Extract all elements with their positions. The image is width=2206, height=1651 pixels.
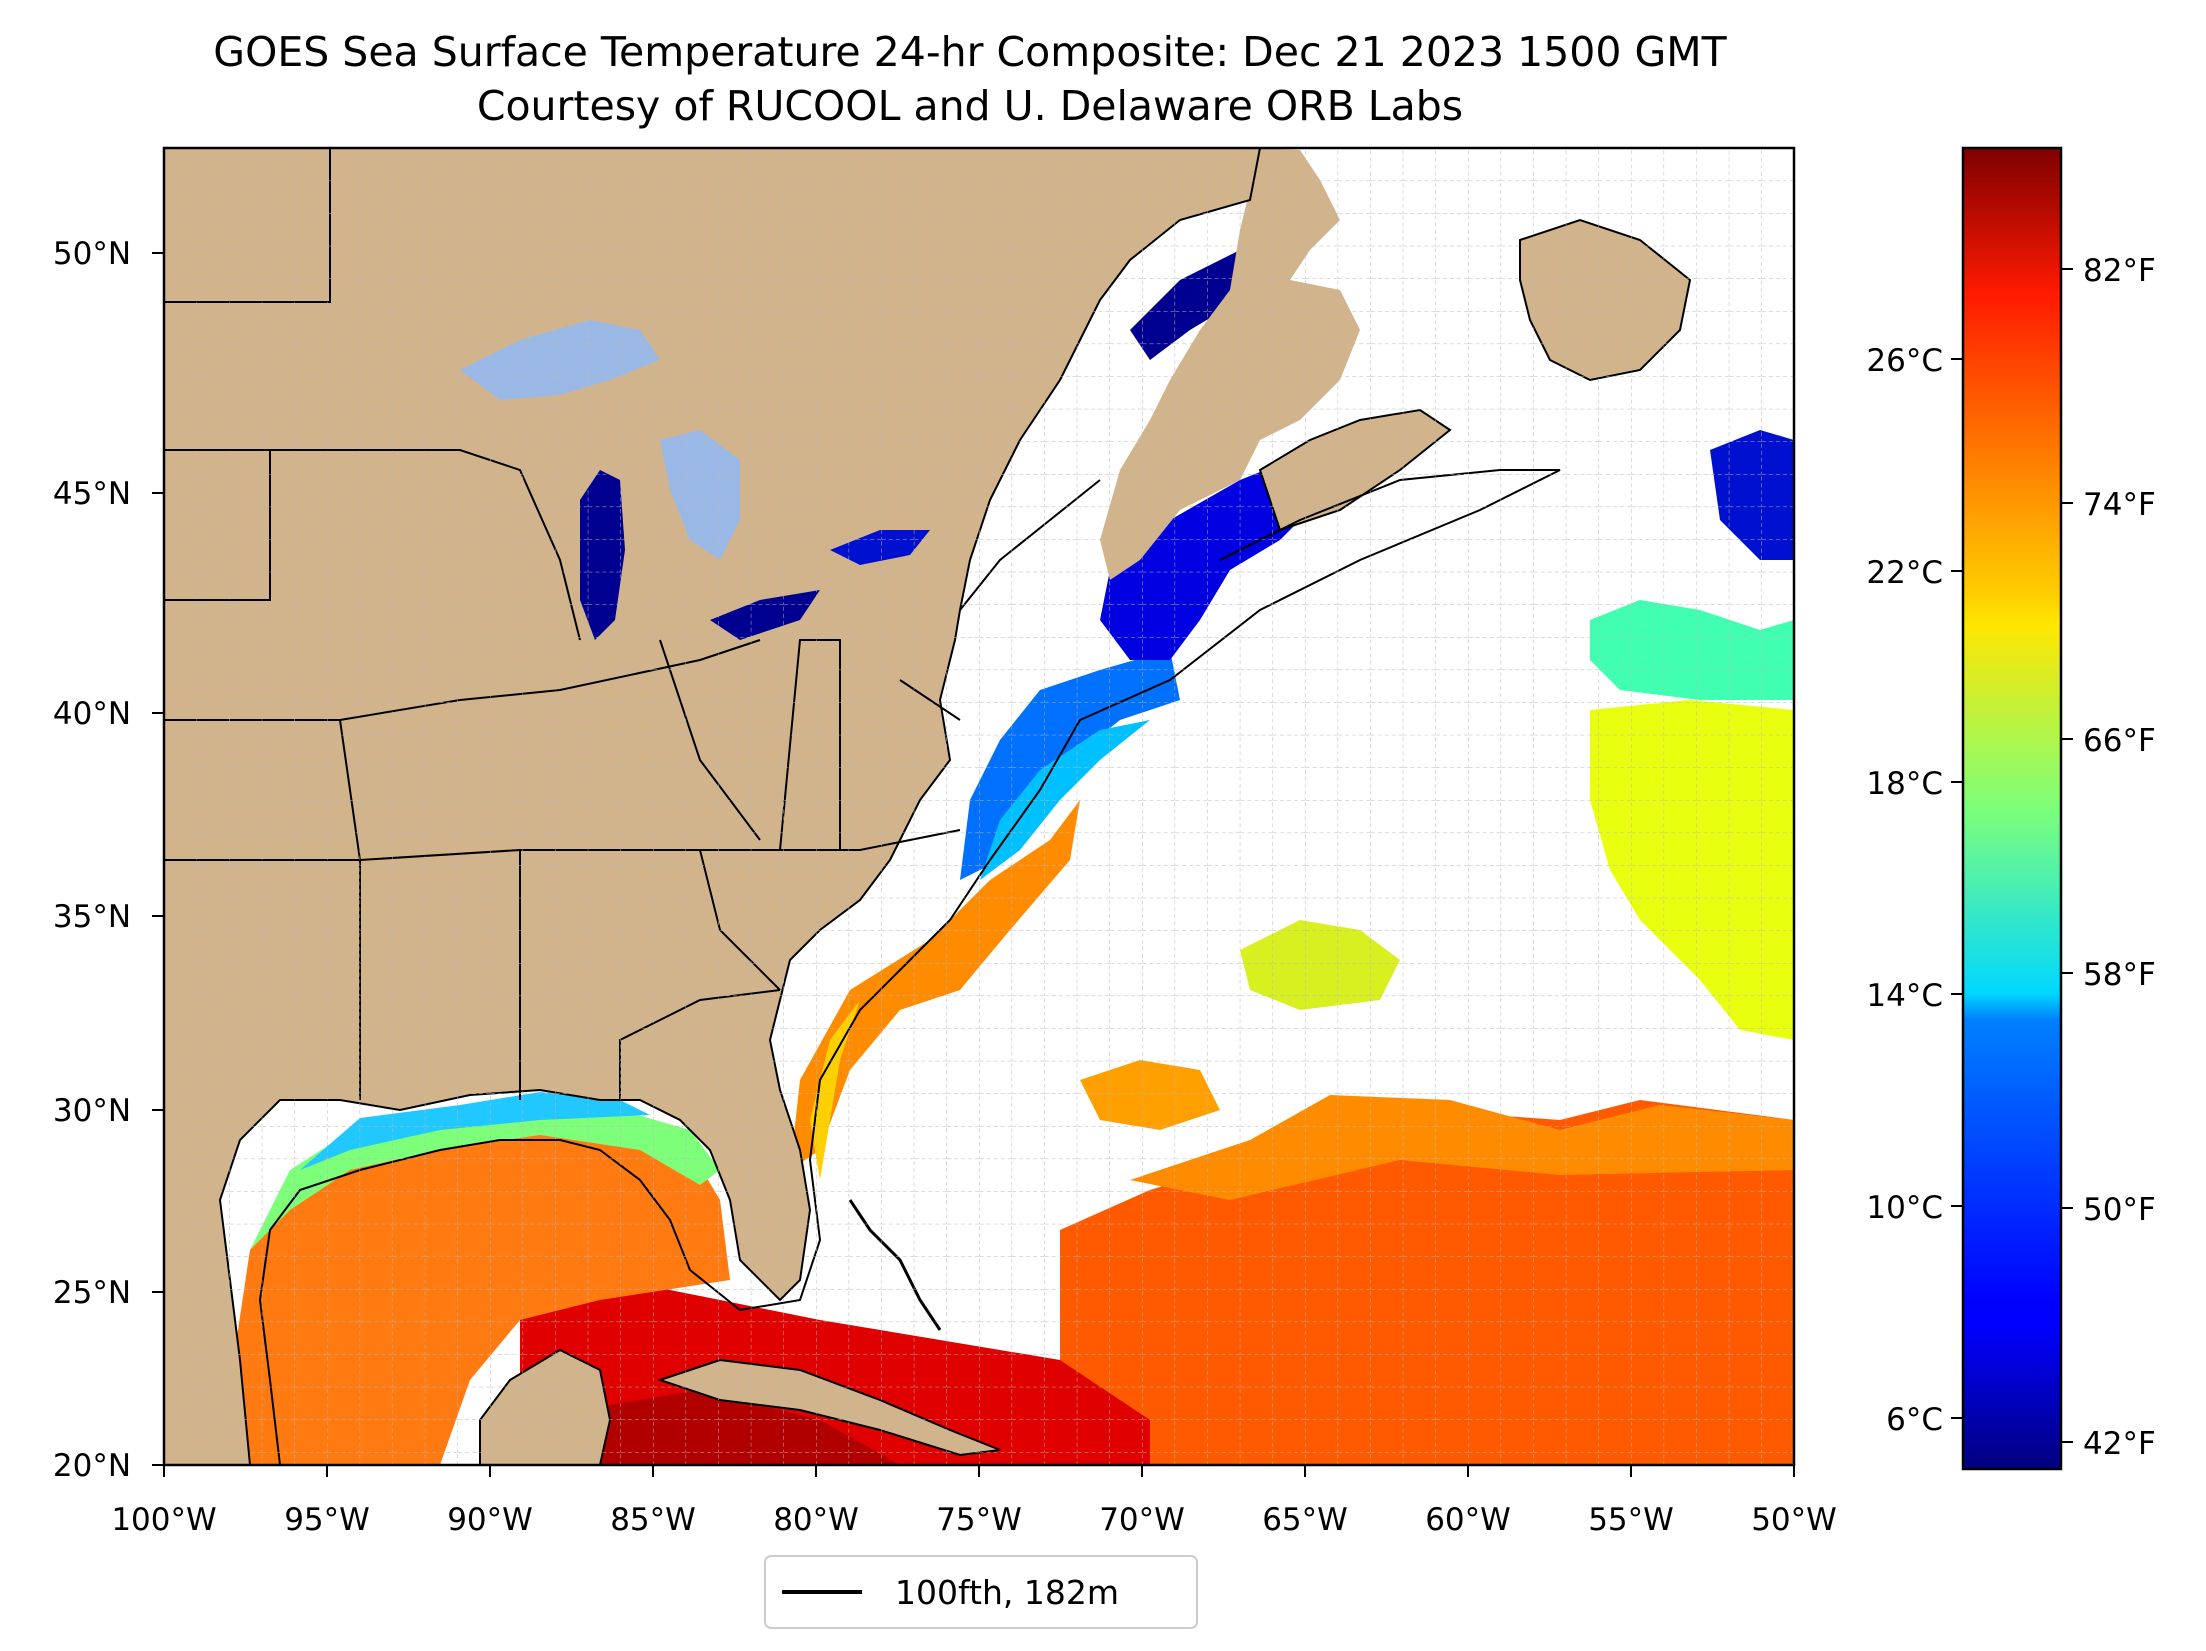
lon-tick-label: 70°W [1099,1502,1185,1538]
lon-tick: 75°W [936,1465,1022,1538]
lon-ticks: 100°W 95°W 90°W 85°W 80°W 75°W 70°W 65°W… [111,1465,1837,1538]
map-graticule [164,148,1794,1465]
celsius-tick: 22°C [1866,555,1963,591]
legend-label: 100fth, 182m [895,1573,1119,1612]
celsius-tick: 14°C [1866,978,1963,1014]
lat-tick-label: 50°N [53,236,131,272]
lon-tick-label: 65°W [1262,1502,1348,1538]
celsius-tick-label: 10°C [1866,1190,1943,1226]
celsius-tick: 18°C [1866,766,1963,802]
lon-tick-label: 75°W [936,1502,1022,1538]
fahrenheit-tick: 42°F [2061,1426,2156,1462]
legend: 100fth, 182m [764,1555,1198,1629]
fahrenheit-tick-label: 42°F [2083,1426,2156,1462]
celsius-tick: 10°C [1866,1190,1963,1226]
lon-tick-label: 100°W [111,1502,216,1538]
fahrenheit-tick: 50°F [2061,1192,2156,1228]
lon-tick: 80°W [773,1465,859,1538]
lon-tick-label: 95°W [284,1502,370,1538]
fahrenheit-tick-label: 82°F [2083,253,2156,289]
fahrenheit-tick: 58°F [2061,957,2156,993]
lon-tick: 55°W [1588,1465,1674,1538]
map-panel [164,148,1794,1465]
celsius-tick-label: 26°C [1866,343,1943,379]
fahrenheit-tick-label: 50°F [2083,1192,2156,1228]
lon-tick: 100°W [111,1465,217,1538]
lon-tick: 50°W [1751,1465,1837,1538]
fahrenheit-tick: 82°F [2061,253,2156,289]
lat-tick-label: 40°N [53,696,131,732]
celsius-tick: 6°C [1886,1402,1963,1438]
lat-tick: 25°N [53,1275,164,1311]
lat-tick-label: 30°N [53,1093,131,1129]
legend-box [764,1555,1198,1629]
lat-tick-label: 35°N [53,899,131,935]
colorbar [1961,146,2063,1471]
fahrenheit-tick-label: 58°F [2083,957,2156,993]
celsius-ticks: 26°C 22°C 18°C 14°C 10°C 6°C [1866,343,1963,1438]
lat-tick: 30°N [53,1093,164,1129]
lon-tick-label: 50°W [1751,1502,1837,1538]
lon-tick-label: 90°W [447,1502,533,1538]
lat-tick: 40°N [53,696,164,732]
lon-tick-label: 55°W [1588,1502,1674,1538]
celsius-tick-label: 6°C [1886,1402,1943,1438]
lon-tick-label: 85°W [610,1502,696,1538]
lat-tick-label: 20°N [53,1448,131,1484]
map-title-line2: Courtesy of RUCOOL and U. Delaware ORB L… [477,82,1463,130]
lat-tick: 45°N [53,476,164,512]
celsius-tick-label: 18°C [1866,766,1943,802]
lon-tick-label: 60°W [1425,1502,1511,1538]
lat-ticks: 50°N 45°N 40°N 35°N 30°N 25°N 20°N [53,236,164,1484]
fahrenheit-tick: 66°F [2061,723,2156,759]
lon-tick: 95°W [284,1465,370,1538]
lon-tick: 60°W [1425,1465,1511,1538]
lat-tick: 35°N [53,899,164,935]
lon-tick: 65°W [1262,1465,1348,1538]
celsius-tick-label: 22°C [1866,555,1943,591]
lat-tick-label: 25°N [53,1275,131,1311]
lon-tick: 70°W [1099,1465,1185,1538]
lat-tick-label: 45°N [53,476,131,512]
lat-tick: 20°N [53,1448,164,1484]
lon-tick-label: 80°W [773,1502,859,1538]
lon-tick: 90°W [447,1465,533,1538]
celsius-tick: 26°C [1866,343,1963,379]
lon-tick: 85°W [610,1465,696,1538]
fahrenheit-tick-label: 66°F [2083,723,2156,759]
map-title-line1: GOES Sea Surface Temperature 24-hr Compo… [213,28,1727,76]
fahrenheit-tick-label: 74°F [2083,487,2156,523]
fahrenheit-ticks: 82°F 74°F 66°F 58°F 50°F 42°F [2061,253,2156,1462]
fahrenheit-tick: 74°F [2061,487,2156,523]
lat-tick: 50°N [53,236,164,272]
celsius-tick-label: 14°C [1866,978,1943,1014]
